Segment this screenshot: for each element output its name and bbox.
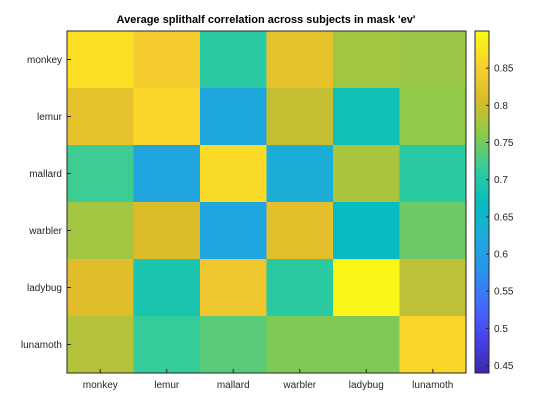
heatmap-cell xyxy=(67,31,134,89)
plot-frame xyxy=(66,30,467,374)
heatmap-cell xyxy=(399,259,467,317)
heatmap-cell xyxy=(333,259,400,317)
colorbar-tick-label: 0.65 xyxy=(494,212,514,223)
x-tick-label: lunamoth xyxy=(412,380,453,391)
colorbar-tick-label: 0.85 xyxy=(494,64,514,75)
heatmap-cell xyxy=(333,145,400,203)
heatmap-cell xyxy=(67,202,134,260)
heatmap-cell xyxy=(266,259,334,317)
heatmap-cell xyxy=(133,145,201,203)
heatmap-cell xyxy=(200,259,267,317)
x-tick-label: lemur xyxy=(154,380,180,391)
heatmap-cell xyxy=(266,31,334,89)
y-tick-label: mallard xyxy=(29,169,62,180)
x-axis-ticks: monkey lemur mallard warbler ladybug lunamoth xyxy=(83,369,453,391)
heatmap-cell xyxy=(399,31,467,89)
heatmap-cell xyxy=(333,202,400,260)
heatmap-cell xyxy=(133,31,201,89)
heatmap-cell xyxy=(333,88,400,146)
heatmap-cell xyxy=(200,202,267,260)
heatmap-cell xyxy=(266,88,334,146)
y-tick-label: warbler xyxy=(28,226,62,237)
colorbar-tick-label: 0.55 xyxy=(494,287,514,298)
x-tick-label: mallard xyxy=(217,380,250,391)
heatmap-cell xyxy=(399,145,467,203)
heatmap-cell xyxy=(67,316,134,374)
colorbar-tick-label: 0.6 xyxy=(494,250,508,261)
heatmap-cell xyxy=(266,145,334,203)
y-tick-label: ladybug xyxy=(27,283,62,294)
heatmap-cell xyxy=(333,31,400,89)
y-axis-ticks: monkey lemur mallard warbler ladybug lunamoth xyxy=(21,55,71,351)
heatmap-cell xyxy=(399,316,467,374)
y-tick-label: lunamoth xyxy=(21,340,62,351)
colorbar-tick-label: 0.5 xyxy=(494,324,508,335)
heatmap-cell xyxy=(200,31,267,89)
x-tick-label: warbler xyxy=(282,380,316,391)
colorbar-tick-label: 0.7 xyxy=(494,175,508,186)
heatmap-cell xyxy=(333,316,400,374)
colorbar-tick-label: 0.8 xyxy=(494,101,508,112)
heatmap-cell xyxy=(67,145,134,203)
heatmap-cell xyxy=(399,88,467,146)
colorbar xyxy=(474,30,490,374)
y-tick-label: monkey xyxy=(27,55,62,66)
colorbar-tick-label: 0.45 xyxy=(494,361,514,372)
heatmap-cells xyxy=(67,31,467,374)
heatmap-cell xyxy=(200,145,267,203)
heatmap-cell xyxy=(133,259,201,317)
heatmap-cell xyxy=(266,316,334,374)
heatmap-cell xyxy=(133,88,201,146)
heatmap-cell xyxy=(133,202,201,260)
heatmap-cell xyxy=(399,202,467,260)
heatmap-cell xyxy=(67,88,134,146)
heatmap-cell xyxy=(67,259,134,317)
heatmap-cell xyxy=(200,88,267,146)
x-tick-label: monkey xyxy=(83,380,118,391)
heatmap-cell xyxy=(200,316,267,374)
chart-title: Average splithalf correlation across sub… xyxy=(117,14,416,26)
y-tick-label: lemur xyxy=(37,112,63,123)
colorbar-ticks: 0.45 0.5 0.55 0.6 0.65 0.7 0.75 0.8 0.85 xyxy=(486,64,514,372)
heatmap-cell xyxy=(133,316,201,374)
heatmap-cell xyxy=(266,202,334,260)
colorbar-tick-label: 0.75 xyxy=(494,138,514,149)
x-tick-label: ladybug xyxy=(349,380,384,391)
